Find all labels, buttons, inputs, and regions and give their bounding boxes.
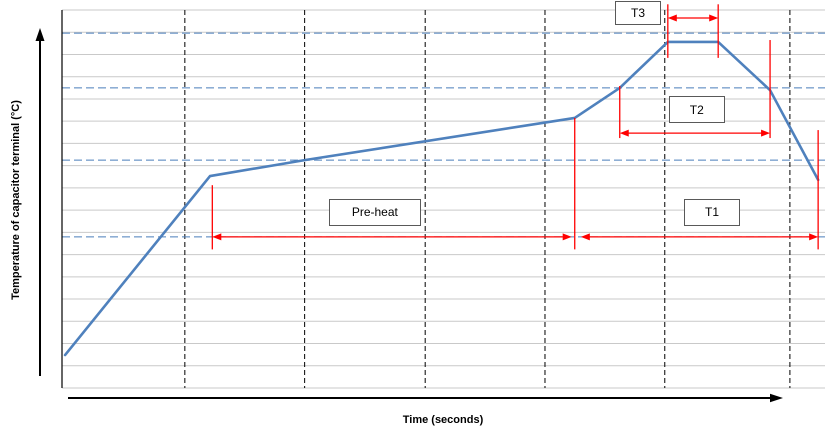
t2-dimension-arrow-left-arrowhead <box>619 129 629 137</box>
t3-dimension-arrow-left-arrowhead <box>667 14 677 22</box>
annotation-label-pre-heat: Pre-heat <box>328 198 421 226</box>
y-axis-arrowhead <box>35 28 45 41</box>
x-axis-label: Time (seconds) <box>402 414 484 426</box>
t3-dimension-arrow-right-arrowhead <box>709 14 719 22</box>
pre-heat-dimension-arrow-right-arrowhead <box>562 233 572 241</box>
y-axis-label: Temperature of capacitor terminal (°C) <box>10 100 22 300</box>
annotation-label-t2: T2 <box>668 96 725 124</box>
x-axis-arrowhead <box>770 393 783 403</box>
t1-dimension-arrow-left-arrowhead <box>580 233 590 241</box>
pre-heat-dimension-arrow-left-arrowhead <box>212 233 222 241</box>
annotation-label-t3: T3 <box>615 1 662 26</box>
t2-dimension-arrow-right-arrowhead <box>761 129 771 137</box>
t1-dimension-arrow-right-arrowhead <box>809 233 819 241</box>
annotation-label-t1: T1 <box>684 198 741 226</box>
